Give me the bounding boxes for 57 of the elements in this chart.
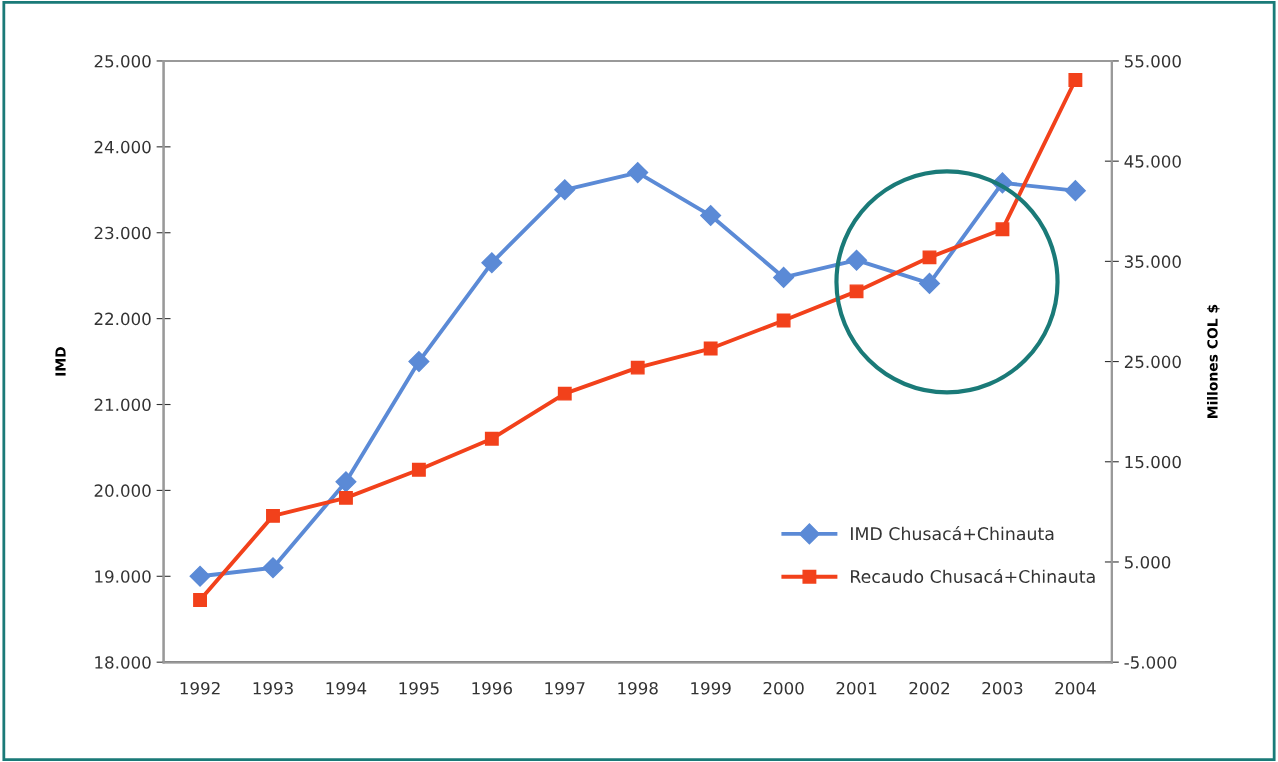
point [995, 222, 1010, 237]
point [481, 252, 503, 274]
y2-tick-label: 35.000 [1124, 255, 1181, 268]
y2-axis-title: Millones COL $ [1206, 304, 1220, 418]
y2-tick-label: 5.000 [1124, 555, 1171, 569]
y2-tick-label: 45.000 [1124, 155, 1181, 168]
point [408, 351, 430, 373]
y-tick-label: 19.000 [95, 570, 151, 583]
point [1064, 180, 1086, 202]
y2-tick-label: 25.000 [1124, 355, 1181, 369]
y2-tick-label: 55.000 [1124, 54, 1181, 68]
point [411, 462, 426, 477]
point [266, 508, 280, 523]
y2-tick-label: 15.000 [1125, 455, 1181, 469]
y-tick-label: 20.000 [94, 484, 151, 497]
y-tick-label: 25.000 [94, 54, 151, 68]
point [262, 557, 284, 579]
x-tick-label: 2004 [1055, 681, 1096, 695]
point [557, 386, 572, 401]
point [846, 249, 868, 271]
point [335, 471, 357, 493]
x-tick-label: 1996 [472, 681, 512, 695]
y-tick-label: 23.000 [94, 226, 151, 240]
point [703, 341, 718, 356]
point [627, 162, 649, 184]
x-tick-label: 1997 [545, 681, 585, 695]
x-tick-label: 2003 [982, 681, 1023, 695]
x-tick-label: 1994 [326, 681, 367, 695]
x-tick-label: 2002 [909, 681, 950, 695]
point [630, 360, 645, 375]
point [484, 431, 499, 446]
point [700, 205, 722, 227]
legend-label: Recaudo Chusacá+Chinauta [851, 568, 1095, 584]
x-tick-label: 1995 [399, 681, 439, 695]
y-axis-title: IMD [55, 347, 66, 376]
y-tick-label: 22.000 [94, 312, 151, 326]
x-tick-label: 1993 [253, 681, 293, 695]
x-tick-label: 1999 [691, 681, 731, 695]
legend-label: IMD Chusacá+Chinauta [851, 526, 1054, 541]
x-tick-label: 1992 [180, 681, 220, 695]
y-tick-label: 18.000 [95, 656, 151, 669]
point [338, 490, 353, 505]
point [773, 266, 795, 288]
point [189, 565, 211, 587]
point [554, 179, 576, 201]
point [922, 250, 937, 265]
point [849, 284, 864, 299]
point [193, 593, 208, 607]
point [1068, 73, 1083, 87]
y-tick-label: 21.000 [94, 398, 151, 412]
x-tick-label: 2001 [836, 681, 877, 695]
x-tick-label: 2000 [763, 681, 804, 695]
y-tick-label: 24.000 [94, 140, 151, 154]
point [918, 272, 941, 294]
x-tick-label: 1998 [618, 681, 658, 695]
y2-tick-label: -5.000 [1124, 656, 1177, 669]
point [776, 313, 791, 328]
